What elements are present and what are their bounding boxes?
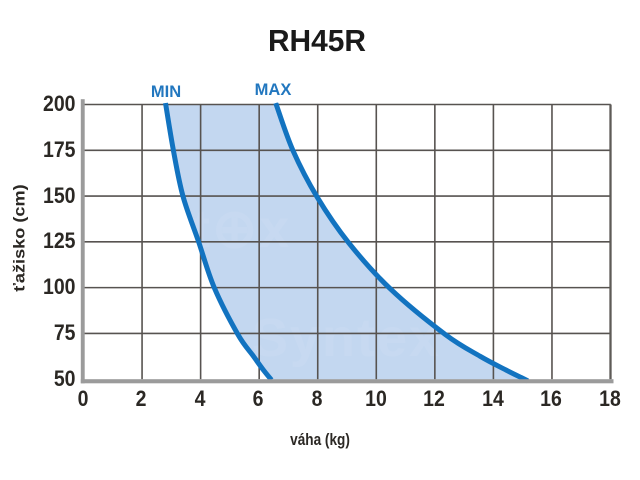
svg-text:t⊕x: t⊕x — [192, 199, 291, 259]
svg-text:Syntex: Syntex — [252, 308, 441, 368]
